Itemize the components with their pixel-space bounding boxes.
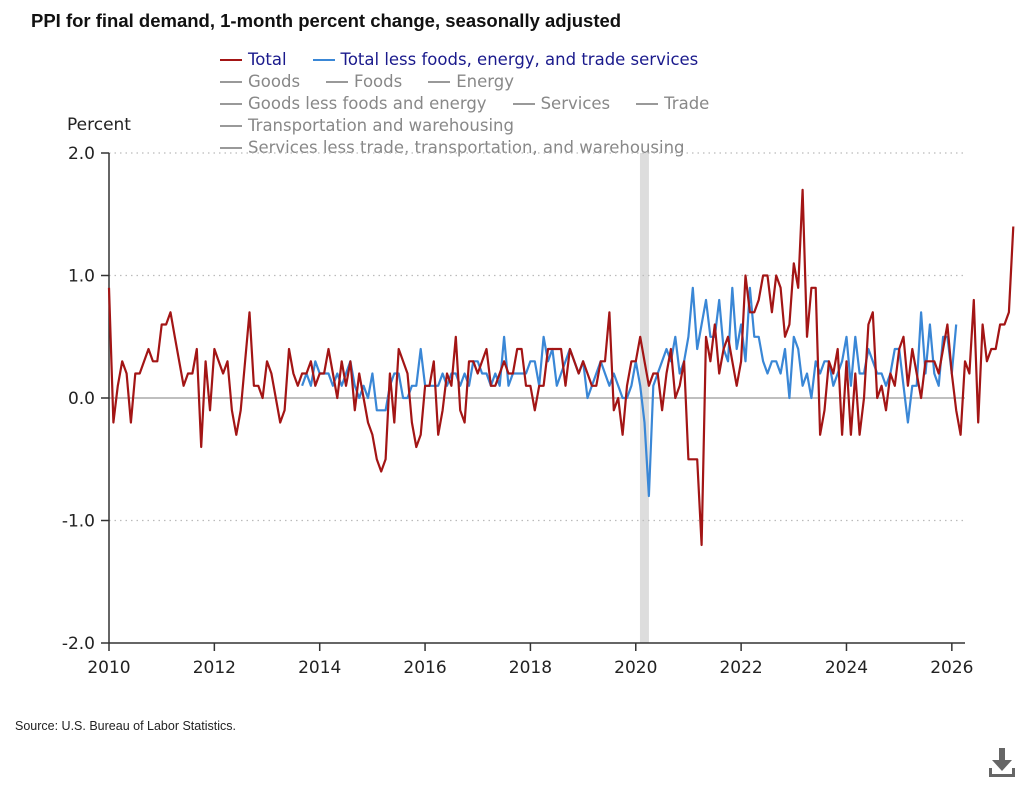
legend-label: Trade <box>664 94 710 113</box>
legend-label: Transportation and warehousing <box>248 116 514 135</box>
line-chart: 2.0 1.0 0.0 -1.0 -2.0 2010 2012 2014 2016 2018 202… <box>62 144 1015 678</box>
series-line <box>107 188 1015 547</box>
legend-label: Services less trade, transportation, and… <box>248 138 685 157</box>
x-tick-label: 2016 <box>403 658 446 678</box>
x-tick-label: 2024 <box>825 658 868 678</box>
legend-item[interactable]: Total <box>220 49 287 71</box>
legend-item[interactable]: Services <box>512 93 611 115</box>
x-tick-label: 2010 <box>87 658 130 678</box>
legend-label: Goods less foods and energy <box>248 94 487 113</box>
legend-item[interactable]: Goods less foods and energy <box>220 93 487 115</box>
legend-swatch <box>636 102 659 105</box>
legend-item[interactable]: Trade <box>636 93 709 115</box>
legend-swatch <box>220 124 242 127</box>
series-line <box>301 286 958 498</box>
legend-swatch <box>220 80 242 83</box>
legend-row: Goods less foods and energy Services Trade <box>220 93 735 115</box>
legend-item[interactable]: Transportation and warehousing <box>220 115 514 137</box>
legend-swatch <box>220 102 242 105</box>
legend-label: Foods <box>354 72 403 91</box>
legend-swatch <box>220 146 242 149</box>
download-icon[interactable] <box>986 746 1018 780</box>
chart-title: PPI for final demand, 1-month percent ch… <box>31 10 622 31</box>
legend-swatch <box>512 102 535 105</box>
legend-label: Services <box>540 94 611 113</box>
x-tick-label: 2026 <box>930 658 973 678</box>
y-tick-label: -1.0 <box>62 512 95 532</box>
x-tick-label: 2018 <box>509 658 552 678</box>
legend-item[interactable]: Energy <box>428 71 514 93</box>
legend-item[interactable]: Goods <box>220 71 300 93</box>
x-tick-label: 2020 <box>614 658 657 678</box>
legend-swatch <box>220 58 242 61</box>
y-tick-label: -2.0 <box>62 634 95 654</box>
legend-label: Energy <box>456 72 514 91</box>
legend-row: Goods Foods Energy <box>220 71 735 93</box>
legend-row: Services less trade, transportation, and… <box>220 137 735 159</box>
y-tick-label: 0.0 <box>68 389 95 409</box>
x-tick-label: 2022 <box>719 658 762 678</box>
x-tick-label: 2012 <box>193 658 236 678</box>
legend-row: Total Total less foods, energy, and trade… <box>220 49 735 71</box>
y-tick-label: 2.0 <box>68 144 95 164</box>
source-note: Source: U.S. Bureau of Labor Statistics. <box>15 719 236 733</box>
chart-legend: Total Total less foods, energy, and trade… <box>220 49 735 159</box>
legend-swatch <box>312 58 335 61</box>
legend-label: Goods <box>248 72 301 91</box>
legend-label: Total <box>248 50 287 69</box>
legend-item[interactable]: Foods <box>326 71 402 93</box>
legend-item[interactable]: Total less foods, energy, and trade serv… <box>312 49 699 71</box>
x-tick-label: 2014 <box>298 658 341 678</box>
y-tick-label: 1.0 <box>68 267 95 287</box>
legend-item[interactable]: Services less trade, transportation, and… <box>220 137 685 159</box>
legend-swatch <box>428 80 451 83</box>
legend-swatch <box>326 80 349 83</box>
legend-label: Total less foods, energy, and trade serv… <box>340 50 699 69</box>
y-axis-label: Percent <box>67 115 131 135</box>
legend-row: Transportation and warehousing <box>220 115 735 137</box>
